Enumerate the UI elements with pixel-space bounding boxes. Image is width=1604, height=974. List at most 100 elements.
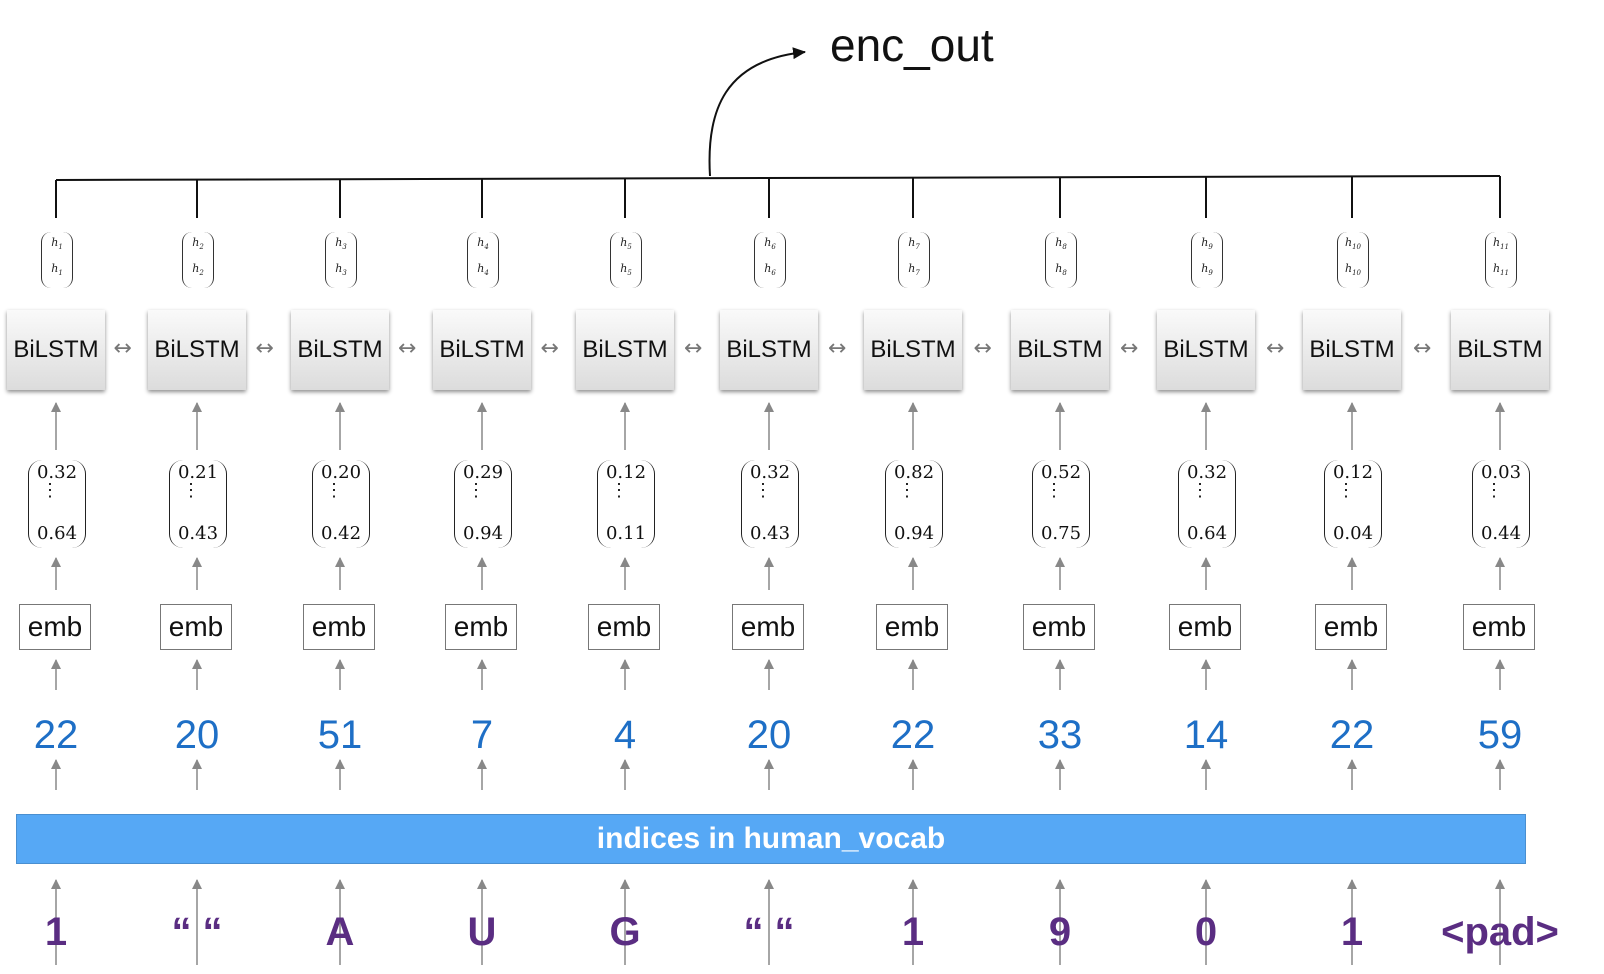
- backward-hidden-state: h6: [764, 262, 776, 278]
- embedding-box: emb: [445, 604, 517, 650]
- embedding-vector: 0.29 ⋮ 0.94: [454, 460, 512, 548]
- hidden-state-vector: h7 h7: [898, 232, 930, 288]
- hidden-index: 4: [484, 269, 489, 278]
- forward-hidden-state: h8: [1055, 236, 1067, 252]
- hidden-state-vector: h9 h9: [1191, 232, 1223, 288]
- embedding-box: emb: [1023, 604, 1095, 650]
- vocab-index: 33: [1037, 713, 1083, 757]
- bilstm-cell: BiLSTM: [1451, 310, 1549, 390]
- hidden-state-vector: h10 h10: [1337, 232, 1369, 288]
- input-character: U: [467, 910, 497, 954]
- vector-last-value: 0.44: [1480, 523, 1522, 544]
- input-character: “ “: [743, 910, 795, 954]
- backward-hidden-state: h2: [192, 262, 204, 278]
- vector-first-value: 0.32: [36, 462, 78, 483]
- vector-last-value: 0.43: [177, 523, 219, 544]
- forward-hidden-state: h4: [477, 236, 489, 252]
- vector-ellipsis: ⋮: [754, 480, 772, 501]
- hidden-state-vector: h2 h2: [182, 232, 214, 288]
- forward-hidden-state: h3: [335, 236, 347, 252]
- embedding-vector: 0.32 ⋮ 0.64: [28, 460, 86, 548]
- input-character: 9: [1048, 910, 1072, 954]
- hidden-state-vector: h8 h8: [1045, 232, 1077, 288]
- vector-ellipsis: ⋮: [1191, 480, 1209, 501]
- vector-ellipsis: ⋮: [1337, 480, 1355, 501]
- backward-hidden-state: h4: [477, 262, 489, 278]
- embedding-box: emb: [1315, 604, 1387, 650]
- vocab-index: 22: [33, 713, 79, 757]
- vector-ellipsis: ⋮: [610, 480, 628, 501]
- hidden-index: 3: [342, 269, 347, 278]
- embedding-box: emb: [588, 604, 660, 650]
- backward-hidden-state: h11: [1492, 262, 1509, 278]
- vector-last-value: 0.94: [893, 523, 935, 544]
- hidden-state-vector: h11 h11: [1485, 232, 1517, 288]
- input-character: G: [609, 910, 641, 954]
- hidden-state-vector: h5 h5: [610, 232, 642, 288]
- backward-hidden-state: h9: [1201, 262, 1213, 278]
- vector-last-value: 0.94: [462, 523, 504, 544]
- bilstm-cell: BiLSTM: [576, 310, 674, 390]
- input-character: 1: [1340, 910, 1364, 954]
- forward-hidden-state: h1: [51, 236, 63, 252]
- vector-first-value: 0.32: [1186, 462, 1228, 483]
- embedding-vector: 0.32 ⋮ 0.64: [1178, 460, 1236, 548]
- embedding-box: emb: [732, 604, 804, 650]
- hidden-index: 1: [58, 243, 63, 252]
- embedding-vector: 0.12 ⋮ 0.11: [597, 460, 655, 548]
- bilstm-cell: BiLSTM: [1011, 310, 1109, 390]
- hidden-index: 7: [915, 269, 920, 278]
- vector-ellipsis: ⋮: [182, 480, 200, 501]
- embedding-box: emb: [1169, 604, 1241, 650]
- backward-hidden-state: h1: [51, 262, 63, 278]
- hidden-index: 9: [1208, 243, 1213, 252]
- vocab-index: 14: [1183, 713, 1229, 757]
- vector-last-value: 0.64: [1186, 523, 1228, 544]
- backward-hidden-state: h5: [620, 262, 632, 278]
- vocab-index: 7: [470, 713, 494, 757]
- vector-first-value: 0.29: [462, 462, 504, 483]
- embedding-box: emb: [1463, 604, 1535, 650]
- bidirectional-arrow-icon: ↔: [1413, 336, 1432, 361]
- hidden-state-bus: [55, 175, 1501, 181]
- output-curve-arrow: [708, 47, 806, 177]
- vector-last-value: 0.64: [36, 523, 78, 544]
- backward-hidden-state: h3: [335, 262, 347, 278]
- vector-first-value: 0.12: [605, 462, 647, 483]
- input-character: 1: [901, 910, 925, 954]
- bidirectional-arrow-icon: ↔: [540, 336, 559, 361]
- backward-hidden-state: h10: [1344, 262, 1361, 278]
- vector-first-value: 0.52: [1040, 462, 1082, 483]
- vector-ellipsis: ⋮: [1045, 480, 1063, 501]
- forward-hidden-state: h6: [764, 236, 776, 252]
- vector-ellipsis: ⋮: [467, 480, 485, 501]
- input-character: <pad>: [1441, 910, 1559, 954]
- enc-out-label: enc_out: [830, 19, 994, 71]
- hidden-index: 9: [1208, 269, 1213, 278]
- hidden-index: 5: [627, 269, 632, 278]
- hidden-index: 1: [58, 269, 63, 278]
- embedding-vector: 0.32 ⋮ 0.43: [741, 460, 799, 548]
- vector-first-value: 0.82: [893, 462, 935, 483]
- forward-hidden-state: h9: [1201, 236, 1213, 252]
- input-character: “ “: [171, 910, 223, 954]
- embedding-box: emb: [160, 604, 232, 650]
- vocab-index: 20: [174, 713, 220, 757]
- vocab-index: 20: [746, 713, 792, 757]
- vector-last-value: 0.43: [749, 523, 791, 544]
- hidden-index: 4: [484, 243, 489, 252]
- forward-hidden-state: h2: [192, 236, 204, 252]
- hidden-index: 10: [1352, 243, 1361, 252]
- vocab-index: 22: [890, 713, 936, 757]
- input-character: 1: [44, 910, 68, 954]
- hidden-index: 8: [1062, 269, 1067, 278]
- bilstm-cell: BiLSTM: [7, 310, 105, 390]
- vector-ellipsis: ⋮: [325, 480, 343, 501]
- bidirectional-arrow-icon: ↔: [828, 336, 847, 361]
- embedding-vector: 0.03 ⋮ 0.44: [1472, 460, 1530, 548]
- vector-ellipsis: ⋮: [1485, 480, 1503, 501]
- bilstm-cell: BiLSTM: [864, 310, 962, 390]
- bilstm-cell: BiLSTM: [720, 310, 818, 390]
